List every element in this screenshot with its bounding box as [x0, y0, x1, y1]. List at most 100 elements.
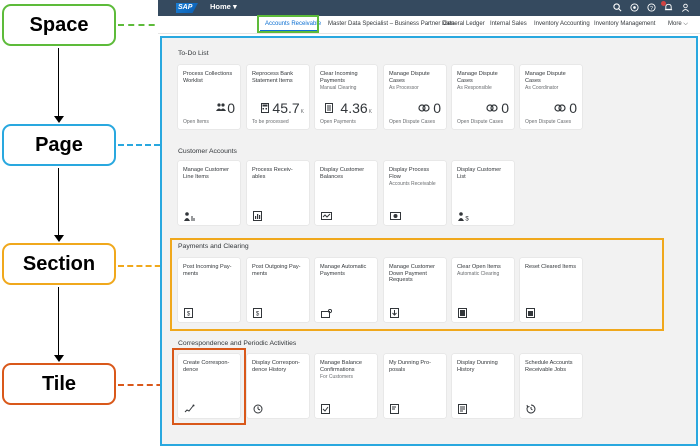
section-highlight-box	[170, 238, 664, 331]
tile-manage-balance-confirmations[interactable]: Manage Balance Confirmations For Custome…	[315, 354, 377, 418]
tile-subtitle: Manual Clearing	[320, 85, 357, 91]
user-icon[interactable]	[681, 3, 690, 12]
tile-dispute-responsible[interactable]: Manage Dispute Cases As Responsible 0 Op…	[452, 65, 514, 129]
tile-dispute-processor[interactable]: Manage Dispute Cases As Processor 0 Open…	[384, 65, 446, 129]
tile-reset-cleared-items[interactable]: Reset Cleared Items	[520, 258, 582, 322]
tile-subtitle: As Coordinator	[525, 85, 559, 91]
tile-process-collections[interactable]: Process Collections Worklist 0 Open Item…	[178, 65, 240, 129]
history-icon	[253, 401, 263, 414]
tile-title: Process Collections Worklist	[183, 71, 233, 84]
copilot-icon[interactable]	[630, 3, 639, 12]
tile-title: Manage Automatic Payments	[320, 264, 367, 277]
bell-icon[interactable]	[664, 3, 673, 12]
sap-logo[interactable]: SAP	[176, 3, 198, 13]
section-title-correspondence: Correspondence and Periodic Activities	[178, 340, 297, 347]
tile-process-receivables[interactable]: Process Receiv-ables	[247, 161, 309, 225]
help-icon[interactable]: ?	[647, 3, 656, 12]
space-tab-more[interactable]: More ⌵	[668, 21, 688, 27]
arrow-page-section	[58, 168, 59, 235]
tile-footer: Open Items	[183, 119, 209, 125]
tile-title: Reset Cleared Items	[525, 264, 576, 270]
automatic-payment-icon	[321, 305, 333, 318]
arrowhead-section-tile	[54, 355, 64, 362]
tile-footer: Open Dispute Cases	[457, 119, 504, 125]
tile-title: Display Process Flow	[389, 167, 430, 180]
kpi-value: 45.7	[272, 100, 300, 116]
space-tab-general-ledger[interactable]: General Ledger	[443, 21, 485, 27]
reset-items-icon	[526, 305, 535, 318]
tile-subtitle: For Customers	[320, 374, 354, 380]
tile-title: Create Correspon-dence	[183, 360, 230, 373]
tile-clear-open-items[interactable]: Clear Open Items Automatic Clearing	[452, 258, 514, 322]
tile-footer: Open Dispute Cases	[525, 119, 572, 125]
chevron-down-icon: ▾	[232, 2, 237, 11]
tile-display-customer-balances[interactable]: Display Customer Balances	[315, 161, 377, 225]
dunning-history-icon	[458, 401, 467, 414]
receivables-icon	[253, 208, 262, 221]
tile-title: Schedule Accounts Receivable Jobs	[525, 360, 573, 373]
tile-post-incoming-payments[interactable]: Post Incoming Pay-ments $	[178, 258, 240, 322]
legend-tile: Tile	[2, 363, 116, 405]
kpi-value: 0	[501, 100, 509, 116]
tile-display-correspondence-history[interactable]: Display Correspon-dence History	[247, 354, 309, 418]
section-title-customer-accounts: Customer Accounts	[178, 148, 237, 155]
tile-manage-customer-line-items[interactable]: Manage Customer Line Items	[178, 161, 240, 225]
tile-create-correspondence[interactable]: Create Correspon-dence	[178, 354, 240, 418]
section-title-payments: Payments and Clearing	[178, 243, 249, 250]
space-tab-master-data[interactable]: Master Data Specialist – Business Partne…	[328, 21, 455, 27]
space-tab-inventory-management[interactable]: Inventory Management	[594, 21, 656, 27]
tile-title: Manage Dispute Cases	[525, 71, 566, 84]
home-title[interactable]: Home ▾	[210, 2, 237, 11]
tile-title: Display Customer Balances	[320, 167, 365, 180]
incoming-payment-icon: $	[184, 305, 193, 318]
space-tab-internal-sales[interactable]: Internal Sales	[490, 21, 527, 27]
calculator-icon	[261, 103, 269, 115]
tile-title: Reprocess Bank Statement Items	[252, 71, 294, 84]
customer-items-icon	[184, 208, 195, 221]
tile-schedule-ar-jobs[interactable]: Schedule Accounts Receivable Jobs	[520, 354, 582, 418]
link-icon	[418, 104, 430, 114]
tile-manage-automatic-payments[interactable]: Manage Automatic Payments	[315, 258, 377, 322]
dunning-icon	[390, 401, 399, 414]
tile-title: Manage Dispute Cases	[389, 71, 430, 84]
space-bar: Accounts Receivable Master Data Speciali…	[158, 16, 700, 34]
confirmation-icon	[321, 401, 330, 414]
search-icon[interactable]	[613, 3, 622, 12]
tile-title: Post Incoming Pay-ments	[183, 264, 232, 277]
correspondence-icon	[184, 401, 195, 413]
tile-dispute-coordinator[interactable]: Manage Dispute Cases As Coordinator 0 Op…	[520, 65, 582, 129]
tile-post-outgoing-payments[interactable]: Post Outgoing Pay-ments $	[247, 258, 309, 322]
tile-subtitle: Automatic Clearing	[457, 271, 500, 277]
tile-title: Manage Customer Line Items	[183, 167, 230, 180]
arrow-space-page	[58, 48, 59, 116]
arrowhead-page-section	[54, 235, 64, 242]
kpi-value: 0	[569, 100, 577, 116]
section-title-todo: To-Do List	[178, 50, 209, 57]
tile-connector	[118, 384, 172, 386]
space-tab-inventory-accounting[interactable]: Inventory Accounting	[534, 21, 590, 27]
clear-items-icon	[458, 305, 467, 318]
tile-title: My Dunning Pro-posals	[389, 360, 431, 373]
kpi-unit: K	[300, 109, 304, 115]
tile-display-dunning-history[interactable]: Display Dunning History	[452, 354, 514, 418]
tile-manage-down-payment-requests[interactable]: Manage Customer Down Payment Requests	[384, 258, 446, 322]
schedule-icon	[526, 401, 536, 414]
tile-display-customer-list[interactable]: Display Customer List $	[452, 161, 514, 225]
shell-bar: SAP Home ▾ ?	[158, 0, 700, 16]
tile-my-dunning-proposals[interactable]: My Dunning Pro-posals	[384, 354, 446, 418]
tile-title: Manage Balance Confirmations	[320, 360, 362, 373]
page-connector	[118, 144, 160, 146]
tile-clear-incoming-payments[interactable]: Clear Incoming Payments Manual Clearing …	[315, 65, 377, 129]
tile-title: Post Outgoing Pay-ments	[252, 264, 301, 277]
section-connector	[118, 265, 170, 267]
tile-title: Display Customer List	[457, 167, 502, 180]
svg-text:$: $	[465, 217, 469, 222]
legend-page: Page	[2, 124, 116, 166]
space-tab-accounts-receivable[interactable]: Accounts Receivable	[265, 21, 322, 27]
down-payment-icon	[390, 305, 399, 318]
legend-section: Section	[2, 243, 116, 285]
tile-display-process-flow[interactable]: Display Process Flow Accounts Receivable	[384, 161, 446, 225]
tile-reprocess-bank-statement[interactable]: Reprocess Bank Statement Items 45.7K To …	[247, 65, 309, 129]
tile-subtitle: As Responsible	[457, 85, 492, 91]
kpi-value: 4.36	[340, 100, 368, 116]
